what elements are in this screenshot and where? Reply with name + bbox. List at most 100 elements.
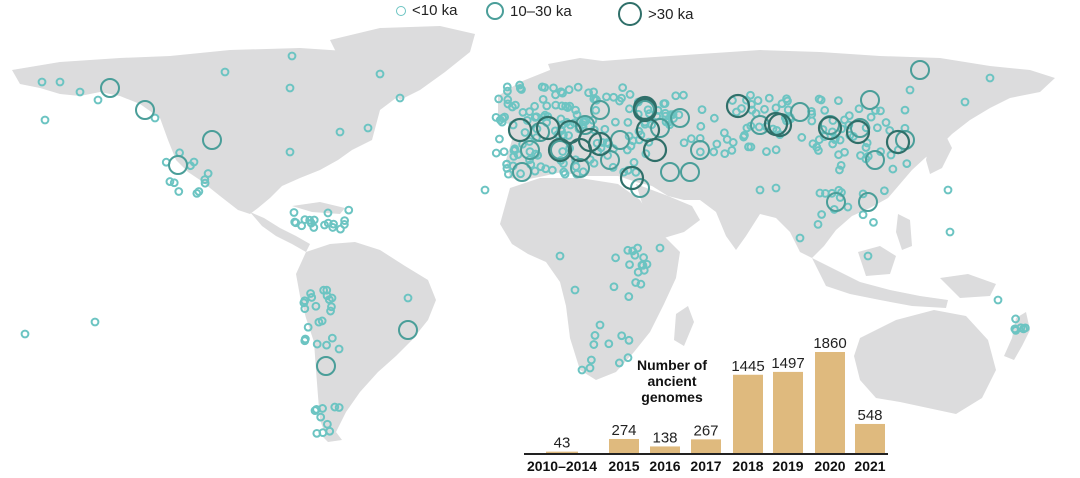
site-marker-small: [322, 285, 332, 295]
site-marker-small: [742, 123, 752, 133]
site-marker-small: [547, 165, 557, 175]
site-marker-medium: [680, 162, 700, 182]
site-marker-small: [510, 144, 520, 154]
site-marker-large: [547, 137, 573, 163]
category-label: 2016: [649, 458, 680, 474]
legend: <10 ka 10–30 ka >30 ka: [0, 2, 1080, 28]
site-marker-small: [1010, 324, 1020, 334]
site-marker-small: [540, 110, 550, 120]
site-marker-medium: [100, 78, 120, 98]
bar-value-label: 1860: [813, 338, 846, 352]
site-marker-small: [329, 219, 338, 229]
site-marker-small: [709, 113, 719, 123]
bar-2018: [733, 374, 763, 454]
site-marker-small: [631, 278, 641, 287]
bars: [546, 352, 885, 454]
site-marker-small: [840, 115, 849, 125]
site-marker-small: [881, 118, 891, 127]
site-marker-small: [631, 167, 641, 177]
site-marker-small: [876, 106, 885, 116]
site-marker-small: [840, 147, 849, 157]
site-marker-small: [503, 86, 512, 96]
site-marker-small: [590, 331, 600, 340]
site-marker-small: [326, 306, 335, 316]
site-marker-small: [902, 159, 912, 169]
site-marker-small: [624, 335, 634, 345]
legend-item-small: <10 ka: [396, 2, 457, 19]
site-marker-medium: [600, 150, 620, 170]
landmass-north-america: [12, 48, 400, 214]
site-marker-small: [518, 107, 528, 117]
landmass-japan: [926, 132, 952, 174]
site-marker-small: [502, 82, 512, 92]
site-marker-small: [322, 340, 331, 350]
category-label: 2019: [772, 458, 803, 474]
site-marker-small: [600, 124, 610, 134]
site-marker-small: [192, 188, 202, 198]
site-marker-small: [985, 73, 995, 83]
site-marker-medium: [135, 100, 155, 120]
site-marker-small: [609, 282, 619, 292]
site-marker-small: [591, 105, 601, 115]
site-marker-small: [200, 178, 210, 188]
site-marker-small: [771, 103, 781, 113]
landmass-new-guinea: [940, 274, 996, 298]
site-marker-small: [728, 138, 738, 147]
legend-item-large: >30 ka: [618, 2, 693, 26]
category-label: 2021: [854, 458, 885, 474]
site-marker-small: [712, 139, 722, 149]
landmass-madagascar: [674, 306, 694, 346]
site-marker-small: [150, 113, 160, 123]
site-marker-small: [300, 334, 310, 344]
site-marker-small: [879, 186, 889, 196]
bar-value-label: 43: [554, 435, 571, 452]
site-marker-small: [630, 250, 640, 260]
site-marker-small: [709, 147, 719, 157]
site-marker-small: [395, 93, 405, 103]
site-marker-small: [659, 99, 669, 109]
site-marker-small: [772, 126, 782, 135]
site-marker-small: [165, 177, 175, 186]
site-marker-small: [604, 339, 614, 349]
site-marker-small: [55, 77, 65, 87]
medium-ring-icon: [486, 2, 504, 20]
site-marker-medium: [860, 90, 880, 110]
site-marker-small: [760, 104, 769, 114]
site-marker-small: [753, 96, 763, 105]
site-marker-small: [495, 134, 504, 144]
site-marker-small: [75, 87, 85, 97]
bar-2020: [815, 352, 845, 454]
site-marker-medium: [660, 162, 680, 182]
site-marker-small: [532, 112, 541, 122]
legend-item-medium: 10–30 ka: [486, 2, 572, 20]
chart-title-line: ancient: [647, 373, 696, 389]
site-marker-small: [40, 115, 50, 125]
site-marker-small: [285, 147, 295, 157]
site-marker-small: [577, 365, 587, 375]
site-marker-small: [598, 138, 607, 147]
category-label: 2017: [690, 458, 721, 474]
site-marker-small: [844, 111, 854, 121]
site-marker-small: [863, 251, 873, 261]
site-marker-small: [820, 105, 830, 115]
site-marker-small: [344, 205, 354, 215]
site-marker-medium: [570, 158, 590, 178]
site-marker-small: [762, 147, 771, 156]
bar-2019: [773, 371, 803, 454]
site-marker-small: [732, 107, 741, 117]
site-marker-small: [628, 246, 638, 256]
site-marker-large: [632, 95, 658, 121]
site-marker-small: [311, 301, 321, 311]
site-marker-small: [93, 95, 103, 105]
site-marker-small: [571, 105, 580, 115]
site-marker-small: [661, 117, 671, 127]
site-marker-large: [507, 117, 533, 143]
site-marker-small: [306, 289, 315, 298]
site-marker-small: [820, 188, 830, 198]
site-marker-medium: [910, 60, 930, 80]
site-marker-small: [900, 105, 910, 115]
site-marker-medium: [790, 102, 810, 122]
landmass-borneo: [858, 246, 896, 276]
